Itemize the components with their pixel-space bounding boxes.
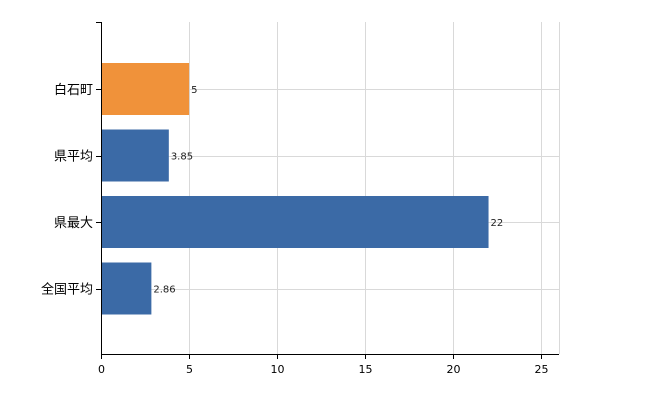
- x-tick-label-15: 15: [359, 363, 373, 376]
- category-label-0: 白石町: [54, 82, 93, 98]
- bar-layer: [101, 63, 489, 315]
- x-tick-label-0: 0: [98, 363, 105, 376]
- x-tick-label-10: 10: [271, 363, 285, 376]
- bar-3: [101, 262, 152, 315]
- bar-2: [101, 196, 489, 248]
- category-label-2: 県最大: [54, 216, 93, 231]
- x-tick-label-5: 5: [186, 363, 193, 376]
- data-label-1: 3.85: [171, 152, 193, 163]
- bar-0: [101, 63, 190, 115]
- axis-layer: [96, 22, 559, 359]
- x-tick-label-25: 25: [535, 363, 549, 376]
- category-label-1: 県平均: [54, 150, 93, 165]
- category-label-3: 全国平均: [41, 282, 93, 298]
- data-label-3: 2.86: [153, 285, 175, 296]
- label-layer: 5 白石町 3.85 県平均 22 県最大 2.86 全国平均 0 5 10 15 20 25: [41, 82, 549, 376]
- x-tick-label-20: 20: [447, 363, 461, 376]
- data-label-2: 22: [491, 218, 504, 229]
- data-label-0: 5: [191, 85, 197, 96]
- bar-1: [101, 129, 169, 182]
